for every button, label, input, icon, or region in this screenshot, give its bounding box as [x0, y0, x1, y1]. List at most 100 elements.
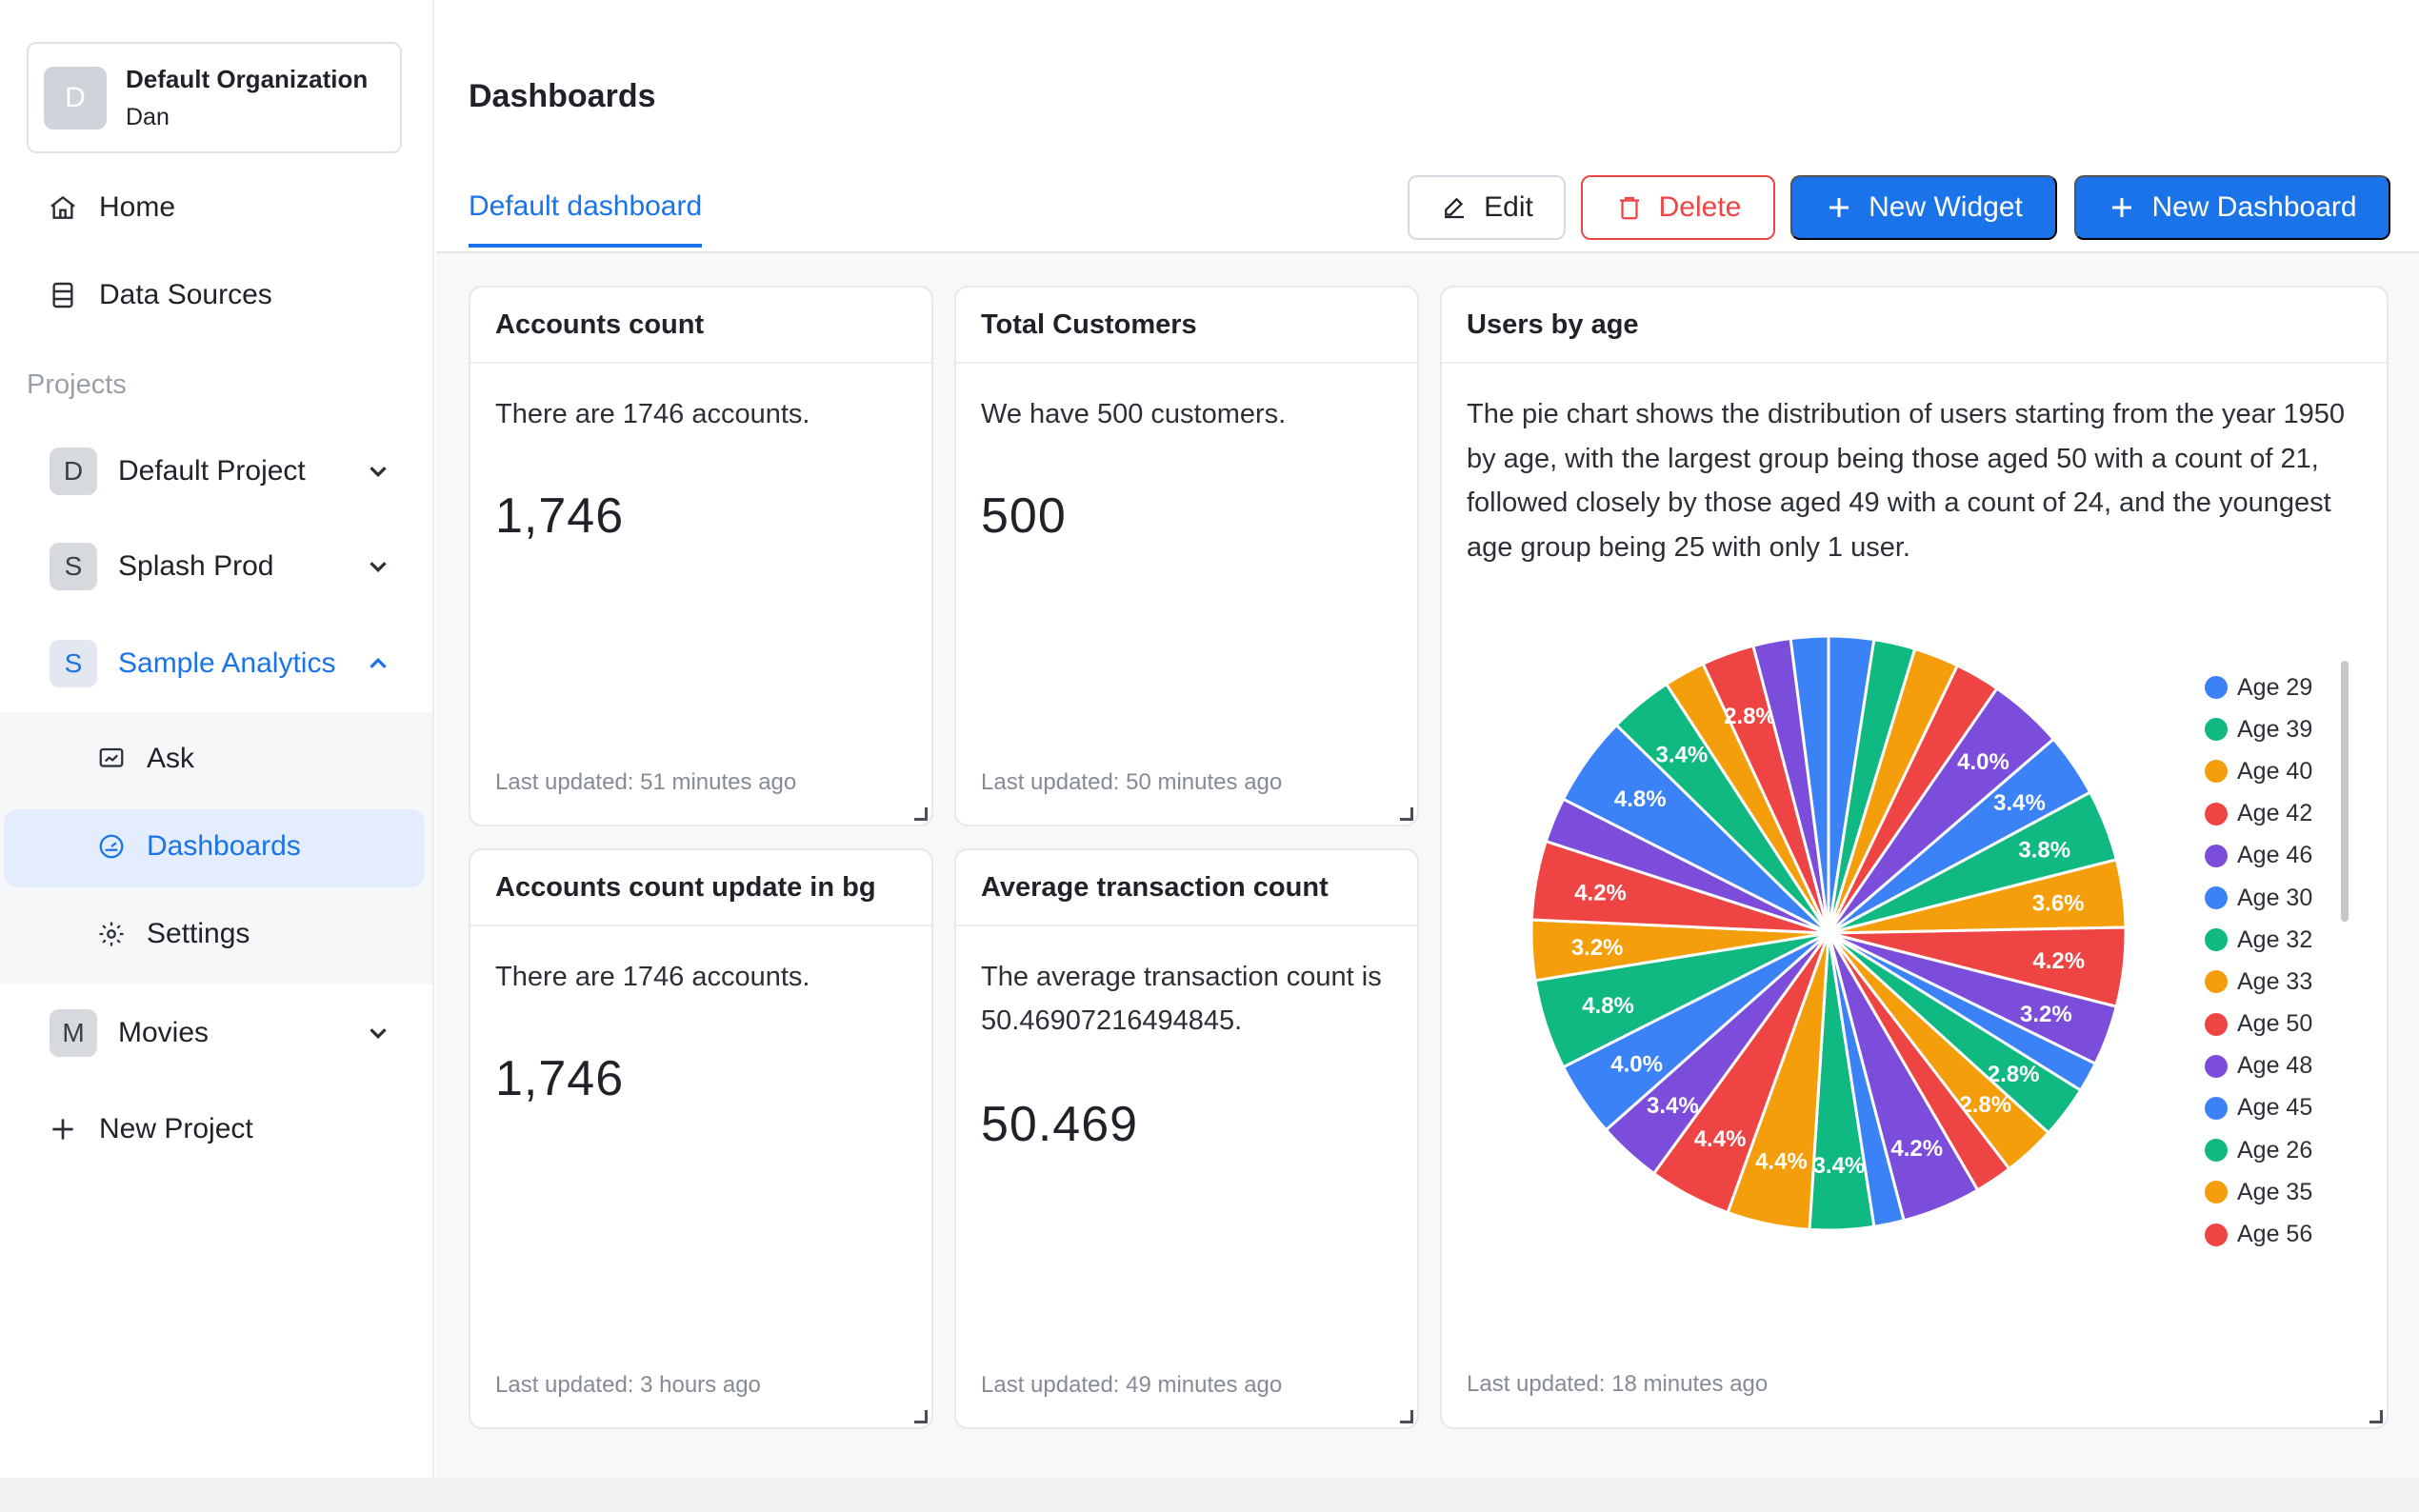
widget-title: Accounts count [470, 288, 931, 364]
legend-item-6[interactable]: Age 32 [2205, 919, 2338, 961]
legend-label: Age 35 [2237, 1178, 2313, 1205]
project-avatar: D [50, 448, 97, 495]
page-title: Dashboards [469, 78, 656, 114]
legend-item-1[interactable]: Age 39 [2205, 708, 2338, 750]
legend-swatch [2205, 802, 2228, 826]
organization-avatar: D [44, 66, 107, 129]
nav-home[interactable]: Home [46, 190, 175, 225]
resize-handle[interactable] [914, 1410, 928, 1423]
pie-slice-label-22: 3.2% [1571, 935, 1624, 961]
legend-swatch [2205, 1139, 2228, 1163]
widget-accounts-count[interactable]: Accounts count There are 1746 accounts. … [469, 286, 933, 826]
edit-button-label: Edit [1484, 191, 1533, 223]
organization-switcher[interactable]: D Default Organization Dan [27, 42, 402, 153]
pie-slice-label-5: 3.4% [1993, 790, 2046, 816]
widget-average-transaction-count[interactable]: Average transaction count The average tr… [954, 848, 1419, 1429]
legend-item-9[interactable]: Age 48 [2205, 1045, 2338, 1087]
legend-item-8[interactable]: Age 50 [2205, 1004, 2338, 1045]
chart-legend: Age 29 Age 39 Age 40 Age 42 Age 46 Age 30 Age … [2205, 666, 2338, 1256]
home-icon [46, 190, 80, 225]
legend-item-12[interactable]: Age 35 [2205, 1171, 2338, 1213]
pie-slice-label-8: 4.2% [2032, 948, 2085, 974]
legend-swatch [2205, 1054, 2228, 1078]
widget-accounts-count-bg[interactable]: Accounts count update in bg There are 17… [469, 848, 933, 1429]
database-icon [46, 278, 80, 312]
delete-button[interactable]: Delete [1581, 175, 1775, 240]
project-name: Default Project [118, 455, 306, 487]
organization-name: Default Organization [126, 64, 369, 93]
legend-swatch [2205, 928, 2228, 952]
widget-title: Accounts count update in bg [470, 850, 931, 926]
project-sample-analytics[interactable]: S Sample Analytics [50, 638, 402, 689]
legend-item-11[interactable]: Age 26 [2205, 1129, 2338, 1171]
legend-scrollbar[interactable] [2341, 661, 2349, 922]
widget-description: There are 1746 accounts. [495, 962, 810, 992]
legend-item-10[interactable]: Age 45 [2205, 1087, 2338, 1129]
subnav-dashboards[interactable]: Dashboards [95, 830, 301, 863]
subnav-settings[interactable]: Settings [95, 918, 250, 950]
edit-button[interactable]: Edit [1408, 175, 1566, 240]
users-by-age-pie-chart[interactable]: 4.0% 3.4% 3.8% 3.6% 4.2% 3.2% 2.8% 2.8% 4.2% 3.4%… [1524, 628, 2133, 1238]
legend-swatch [2205, 760, 2228, 784]
widget-last-updated: Last updated: 50 minutes ago [981, 769, 1283, 795]
subnav-ask-label: Ask [147, 743, 195, 774]
legend-item-13[interactable]: Age 56 [2205, 1213, 2338, 1255]
project-name: Movies [118, 1017, 210, 1048]
pie-slice-label-4: 4.0% [1957, 749, 2009, 775]
active-item-highlight [4, 809, 425, 887]
pie-slice-label-14: 4.2% [1890, 1136, 1943, 1162]
project-default-project[interactable]: D Default Project [50, 446, 402, 497]
pie-slice-label-18: 4.4% [1694, 1126, 1747, 1152]
chevron-down-icon[interactable] [364, 1019, 392, 1047]
legend-swatch [2205, 844, 2228, 867]
resize-handle[interactable] [2369, 1410, 2383, 1423]
pie-slice-label-16: 3.4% [1813, 1153, 1866, 1179]
new-dashboard-button[interactable]: New Dashboard [2074, 175, 2390, 240]
new-dashboard-button-label: New Dashboard [2151, 191, 2357, 223]
legend-item-4[interactable]: Age 46 [2205, 835, 2338, 877]
project-splash-prod[interactable]: S Splash Prod [50, 541, 402, 592]
legend-item-2[interactable]: Age 40 [2205, 750, 2338, 792]
project-name: Sample Analytics [118, 647, 336, 679]
chevron-down-icon[interactable] [364, 457, 392, 486]
projects-section-label: Projects [27, 369, 127, 400]
legend-item-0[interactable]: Age 29 [2205, 666, 2338, 708]
legend-swatch [2205, 676, 2228, 700]
widget-total-customers[interactable]: Total Customers We have 500 customers. 5… [954, 286, 1419, 826]
resize-handle[interactable] [1400, 807, 1413, 821]
pie-slice-label-21: 4.8% [1582, 993, 1634, 1019]
widget-last-updated: Last updated: 51 minutes ago [495, 769, 797, 795]
resize-handle[interactable] [914, 807, 928, 821]
chevron-up-icon[interactable] [364, 649, 392, 678]
gauge-icon [95, 830, 128, 863]
legend-label: Age 39 [2237, 715, 2313, 743]
new-widget-button[interactable]: New Widget [1790, 175, 2057, 240]
chart-ask-icon [95, 743, 128, 775]
pie-slice-30[interactable] [1789, 634, 1830, 934]
new-project-label: New Project [99, 1113, 253, 1144]
legend-item-5[interactable]: Age 30 [2205, 877, 2338, 919]
widget-description: The average transaction count is 50.4690… [981, 962, 1382, 1036]
gear-icon [95, 918, 128, 950]
resize-handle[interactable] [1400, 1410, 1413, 1423]
legend-label: Age 32 [2237, 925, 2313, 953]
legend-swatch [2205, 970, 2228, 994]
legend-item-3[interactable]: Age 42 [2205, 793, 2338, 835]
delete-button-label: Delete [1658, 191, 1742, 223]
pie-slice-label-28: 2.8% [1724, 704, 1776, 729]
new-project-button[interactable]: New Project [46, 1112, 253, 1146]
project-name: Splash Prod [118, 550, 274, 582]
chevron-down-icon[interactable] [364, 552, 392, 581]
tab-default-dashboard[interactable]: Default dashboard [469, 190, 703, 248]
subnav-ask[interactable]: Ask [95, 743, 194, 775]
legend-swatch [2205, 1096, 2228, 1120]
pie-slice-label-25: 4.8% [1614, 786, 1667, 812]
project-movies[interactable]: M Movies [50, 1007, 402, 1059]
widget-value: 1,746 [495, 1051, 625, 1106]
project-avatar: S [50, 543, 97, 590]
plus-icon [2112, 198, 2132, 217]
legend-item-7[interactable]: Age 33 [2205, 961, 2338, 1003]
nav-data-sources[interactable]: Data Sources [46, 278, 272, 312]
pie-slice-label-9: 3.2% [2020, 1002, 2072, 1027]
nav-data-sources-label: Data Sources [99, 279, 272, 310]
